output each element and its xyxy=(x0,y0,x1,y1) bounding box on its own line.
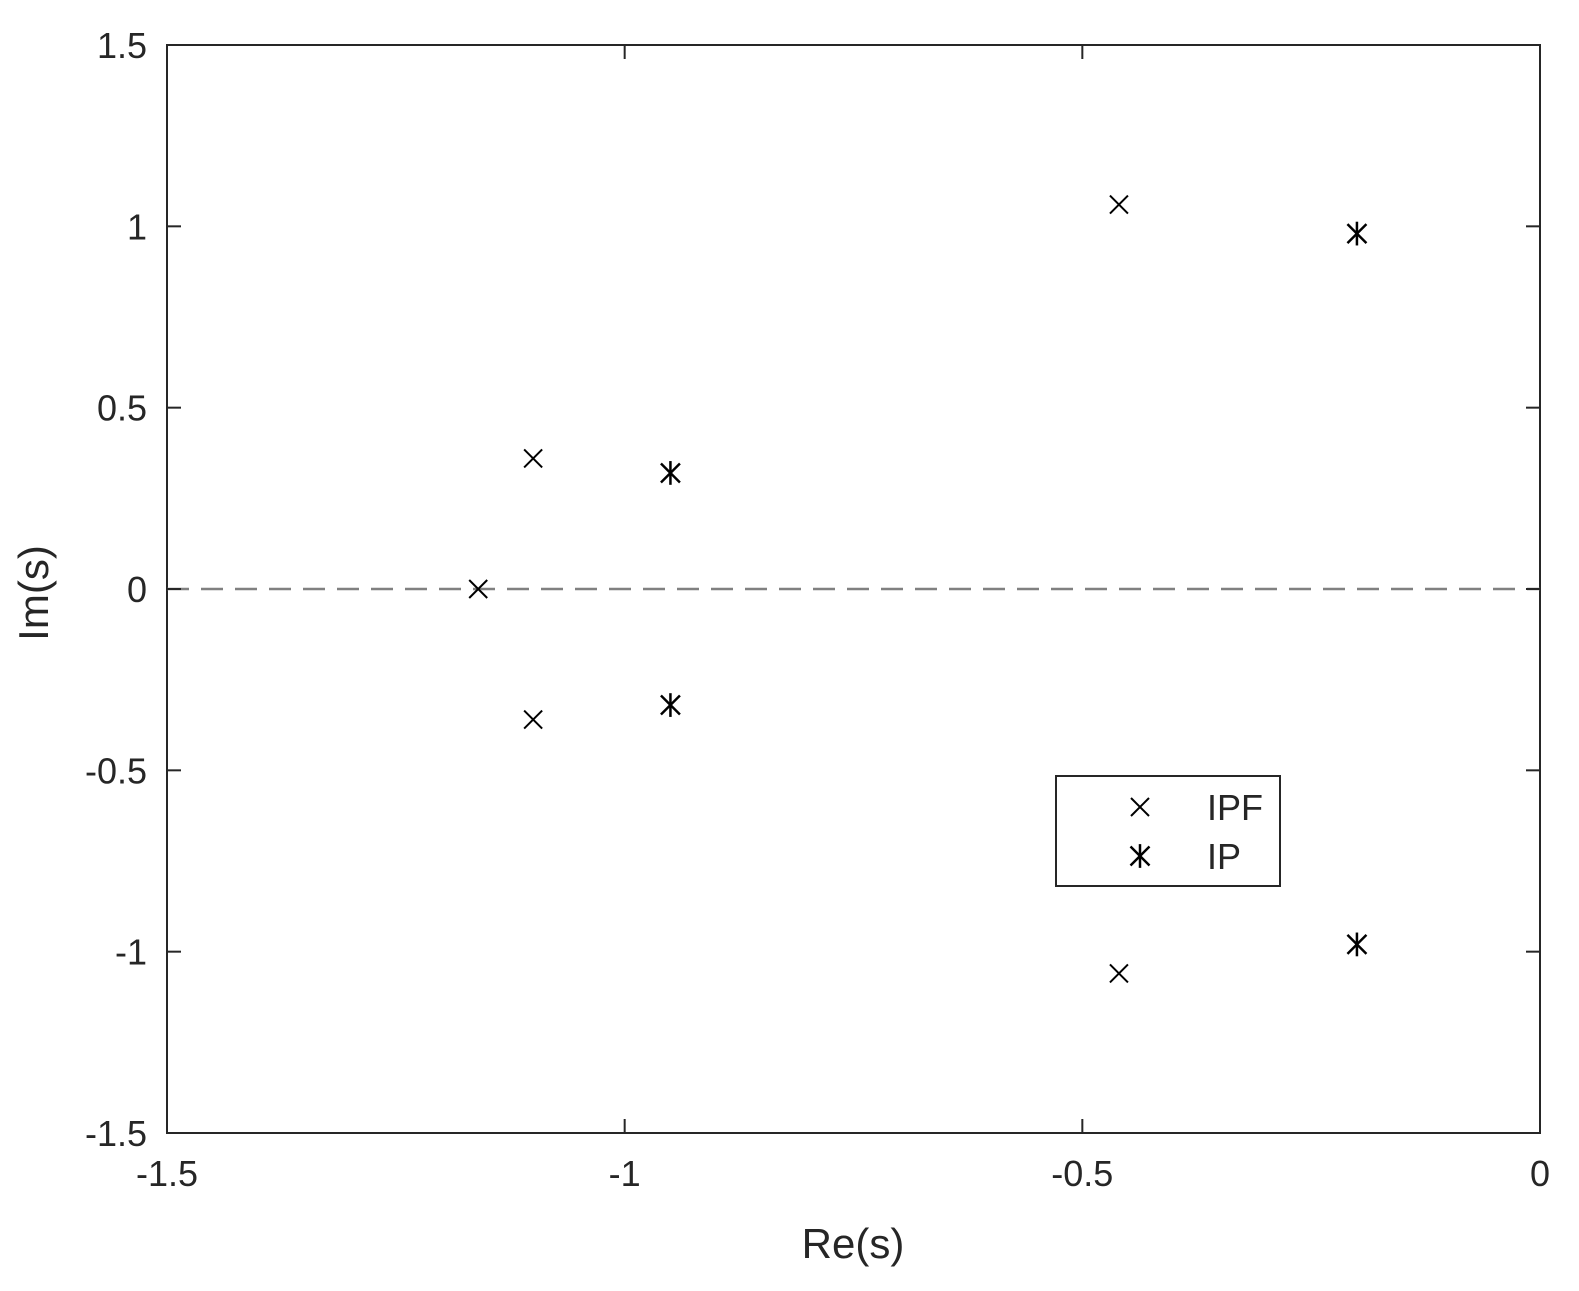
data-marks xyxy=(468,194,1368,984)
ip-point xyxy=(660,461,681,485)
ipf-point xyxy=(523,709,543,730)
legend-marker-ipf xyxy=(1130,797,1150,817)
x-tick-label: 0 xyxy=(1530,1153,1550,1194)
y-tick-label: 1.5 xyxy=(97,25,147,66)
x-marker-stroke xyxy=(1130,797,1150,817)
x-marker-stroke xyxy=(523,448,543,469)
asterisk-marker-stroke xyxy=(1346,223,1368,244)
legend: IPF IP xyxy=(1055,775,1281,887)
legend-label: IPF xyxy=(1207,787,1263,828)
x-marker-stroke xyxy=(1109,194,1129,215)
asterisk-marker-stroke xyxy=(660,694,681,716)
y-tick-label: 1 xyxy=(127,206,147,247)
legend-marker-ip xyxy=(1129,844,1151,868)
x-marker-stroke xyxy=(1109,963,1129,984)
y-axis-label: Im(s) xyxy=(10,545,57,641)
ipf-point xyxy=(523,448,543,469)
plot-area xyxy=(166,44,1541,1134)
legend-box xyxy=(1055,775,1281,887)
ipf-point xyxy=(468,579,488,599)
tick-labels: -1.5 -1 -0.5 0 -1.5 -1 -0.5 0 0.5 1 1.5 xyxy=(85,25,1550,1194)
ip-point xyxy=(1346,221,1368,246)
y-tick-label: -0.5 xyxy=(85,750,147,791)
x-marker-stroke xyxy=(468,579,488,599)
x-axis-label: Re(s) xyxy=(802,1220,905,1267)
x-tick-label: -1 xyxy=(609,1153,641,1194)
y-tick-label: 0 xyxy=(127,569,147,610)
y-tick-label: 0.5 xyxy=(97,388,147,429)
ipf-point xyxy=(1109,194,1129,215)
asterisk-marker-stroke xyxy=(1346,934,1368,955)
ipf-point xyxy=(1109,963,1129,984)
x-tick-label: -0.5 xyxy=(1051,1153,1113,1194)
y-tick-label: -1 xyxy=(115,932,147,973)
ip-point xyxy=(1346,932,1368,957)
asterisk-marker-stroke xyxy=(1129,845,1151,867)
x-marker-stroke xyxy=(523,709,543,730)
legend-label: IP xyxy=(1207,836,1241,877)
x-tick-label: -1.5 xyxy=(136,1153,198,1194)
asterisk-marker-stroke xyxy=(660,462,681,484)
y-tick-label: -1.5 xyxy=(85,1113,147,1154)
ip-point xyxy=(660,693,681,717)
